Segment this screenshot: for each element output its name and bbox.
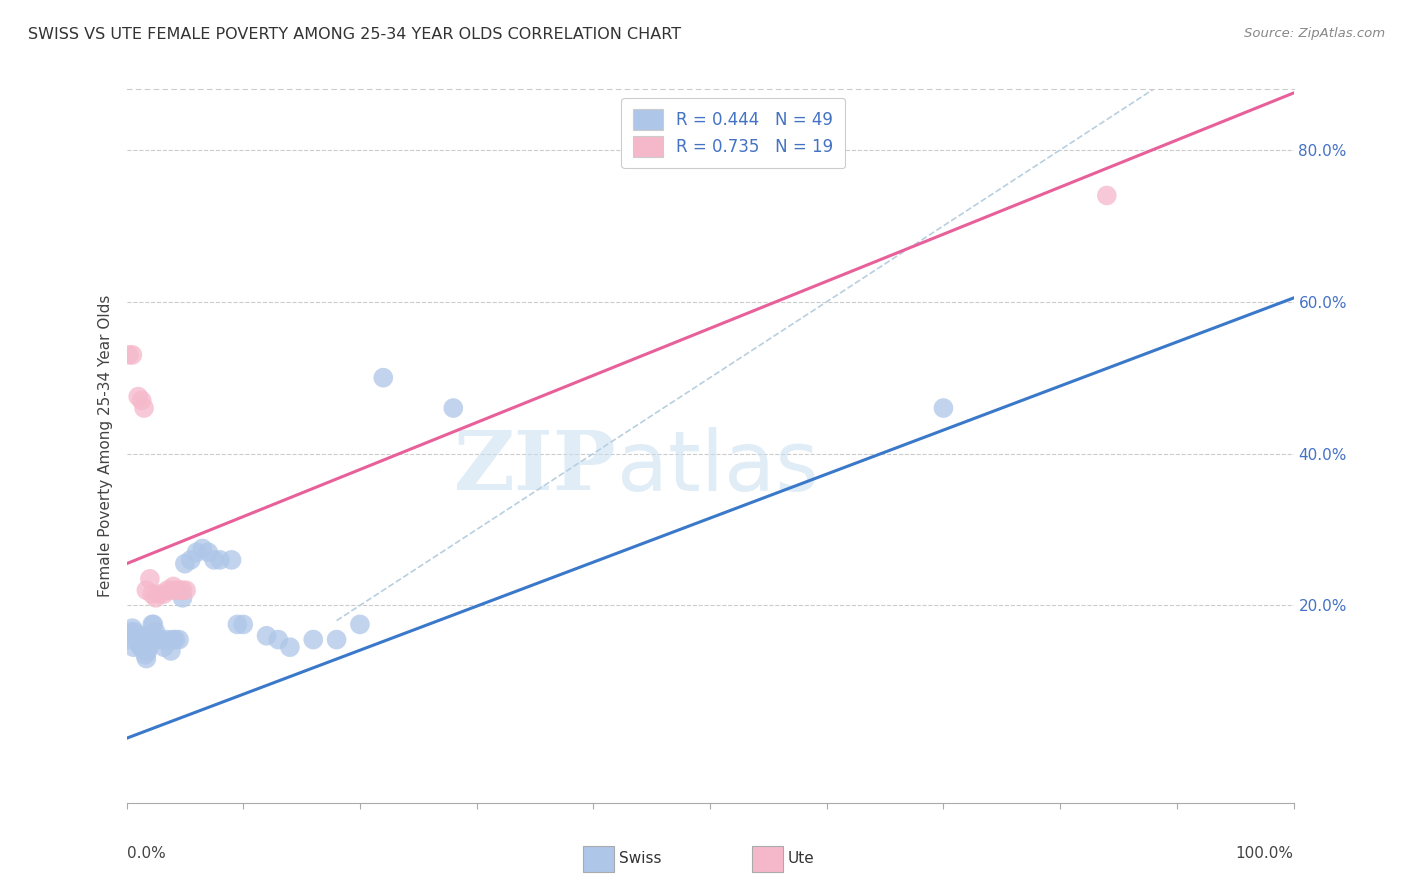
Point [125,629,148,643]
Point [186,545,208,559]
Point [256,629,278,643]
Point [124,625,146,640]
Point [150,632,173,647]
Point [135,583,157,598]
Point [226,617,249,632]
Point [156,632,179,647]
Point [148,587,170,601]
Point [153,587,176,601]
Point [127,632,149,647]
Point [1095,188,1118,202]
Text: 100.0%: 100.0% [1236,846,1294,861]
Point [121,621,143,635]
Point [221,553,243,567]
Point [197,545,219,559]
Y-axis label: Female Poverty Among 25-34 Year Olds: Female Poverty Among 25-34 Year Olds [97,295,112,597]
Point [191,541,214,556]
Text: 0.0%: 0.0% [127,846,166,861]
Text: Source: ZipAtlas.com: Source: ZipAtlas.com [1244,27,1385,40]
Point [232,617,254,632]
Point [156,583,179,598]
Point [141,587,163,601]
Point [302,632,325,647]
Text: Ute: Ute [787,852,814,866]
Point [131,640,153,655]
Point [267,632,290,647]
Point [165,632,187,647]
Point [160,583,183,598]
Point [136,644,159,658]
Point [118,348,141,362]
Point [138,640,160,655]
Point [142,617,165,632]
Point [208,553,231,567]
Point [132,401,155,415]
Point [125,632,148,647]
Point [278,640,301,655]
Text: SWISS VS UTE FEMALE POVERTY AMONG 25-34 YEAR OLDS CORRELATION CHART: SWISS VS UTE FEMALE POVERTY AMONG 25-34 … [28,27,682,42]
Point [127,390,149,404]
Point [169,583,191,598]
Point [174,557,197,571]
Point [373,370,395,384]
Point [162,579,184,593]
Point [160,644,183,658]
Point [141,617,163,632]
Point [172,583,194,598]
Point [172,591,194,605]
Text: ZIP: ZIP [454,427,617,508]
Point [162,632,184,647]
Point [180,553,202,567]
Point [122,640,145,655]
Text: Swiss: Swiss [619,852,661,866]
Point [932,401,955,415]
Point [120,625,142,640]
Point [174,583,197,598]
Point [132,640,155,655]
Point [349,617,371,632]
Point [131,393,153,408]
Point [145,591,167,605]
Point [129,640,152,655]
Point [118,632,141,647]
Point [128,636,150,650]
Point [139,629,162,643]
Point [167,632,190,647]
Point [166,583,188,598]
Point [134,648,156,662]
Point [441,401,464,415]
Point [145,625,167,640]
Point [135,651,157,665]
Point [121,348,143,362]
Point [153,640,176,655]
Point [148,632,170,647]
Text: atlas: atlas [617,427,818,508]
Point [325,632,347,647]
Point [139,572,162,586]
Legend: R = 0.444   N = 49, R = 0.735   N = 19: R = 0.444 N = 49, R = 0.735 N = 19 [621,97,845,169]
Point [202,553,225,567]
Point [132,629,155,643]
